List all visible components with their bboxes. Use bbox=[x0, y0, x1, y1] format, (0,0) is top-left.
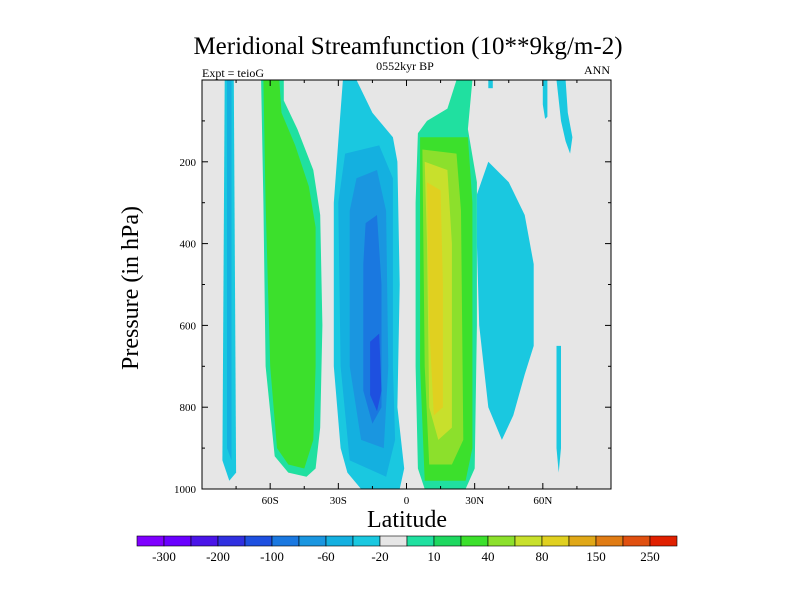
colorbar-swatch bbox=[325, 535, 354, 547]
colorbar-label: 250 bbox=[640, 549, 660, 564]
x-tick-label: 60S bbox=[262, 495, 279, 507]
colorbar-label: 150 bbox=[586, 549, 606, 564]
season-label: ANN bbox=[584, 63, 610, 77]
plot-area bbox=[201, 79, 612, 490]
chart-title: Meridional Streamfunction (10**9kg/m-2) bbox=[193, 33, 622, 60]
colorbar-label: -100 bbox=[260, 549, 284, 564]
colorbar-label: -200 bbox=[206, 549, 230, 564]
colorbar-label: 80 bbox=[536, 549, 549, 564]
colorbar-swatch bbox=[244, 535, 273, 547]
colorbar-swatch bbox=[136, 535, 165, 547]
contour-region-sh-ferrel-pos-inner bbox=[263, 80, 316, 469]
y-axis-label: Pressure (in hPa) bbox=[118, 206, 144, 370]
x-tick-label: 30S bbox=[330, 495, 347, 507]
colorbar-swatch bbox=[595, 535, 624, 547]
y-tick-label: 800 bbox=[180, 402, 197, 414]
colorbar-swatch bbox=[379, 535, 408, 547]
colorbar-label: 40 bbox=[482, 549, 495, 564]
colorbar-swatch bbox=[298, 535, 327, 547]
colorbar-swatch bbox=[190, 535, 219, 547]
y-tick-label: 1000 bbox=[174, 484, 197, 496]
colorbar-swatch bbox=[622, 535, 651, 547]
contour-region-sh-polar-neg-inner bbox=[227, 80, 232, 461]
contour-region-nh-ferrel-neg-blob bbox=[476, 161, 534, 440]
x-tick-label: 30N bbox=[465, 495, 484, 507]
colorbar-swatch bbox=[352, 535, 381, 547]
colorbar-label: -60 bbox=[317, 549, 334, 564]
colorbar-swatch bbox=[271, 535, 300, 547]
colorbar-swatch bbox=[649, 535, 678, 547]
colorbar-swatch bbox=[217, 535, 246, 547]
contour-region-nh-polar-neg-low bbox=[556, 345, 561, 473]
x-axis-label: Latitude bbox=[367, 507, 447, 533]
x-tick-label: 60N bbox=[533, 495, 552, 507]
colorbar-swatch bbox=[514, 535, 543, 547]
contour-region-nh-hadley-pos-core bbox=[427, 182, 443, 416]
contour-region-nh-polar-neg-tall bbox=[556, 80, 573, 154]
colorbar-label: 10 bbox=[428, 549, 441, 564]
experiment-label: Expt = teioG bbox=[202, 66, 264, 80]
y-tick-label: 600 bbox=[180, 320, 197, 332]
colorbar-label: -300 bbox=[152, 549, 176, 564]
colorbar-swatch bbox=[406, 535, 435, 547]
y-axis: 200 400 600 800 1000 bbox=[174, 120, 611, 496]
x-tick-label: 0 bbox=[404, 495, 410, 507]
colorbar-swatch bbox=[163, 535, 192, 547]
y-tick-label: 400 bbox=[180, 239, 197, 251]
y-tick-label: 200 bbox=[180, 157, 197, 169]
colorbar: -300 -200 -100 -60 -20 10 40 80 150 250 bbox=[136, 535, 678, 564]
period-label: 0552kyr BP bbox=[376, 59, 434, 73]
colorbar-swatch bbox=[460, 535, 489, 547]
x-axis: 60S 30S 0 30N 60N bbox=[201, 80, 612, 507]
colorbar-swatch bbox=[541, 535, 570, 547]
contour-region-nh-upper-neg-blob bbox=[488, 80, 493, 89]
contour-region-nh-polar-neg-short bbox=[542, 80, 548, 119]
colorbar-swatch bbox=[433, 535, 462, 547]
colorbar-label: -20 bbox=[371, 549, 388, 564]
colorbar-swatch bbox=[568, 535, 597, 547]
contour-region-sh-hadley-neg-core bbox=[370, 333, 382, 412]
colorbar-swatch bbox=[487, 535, 516, 547]
